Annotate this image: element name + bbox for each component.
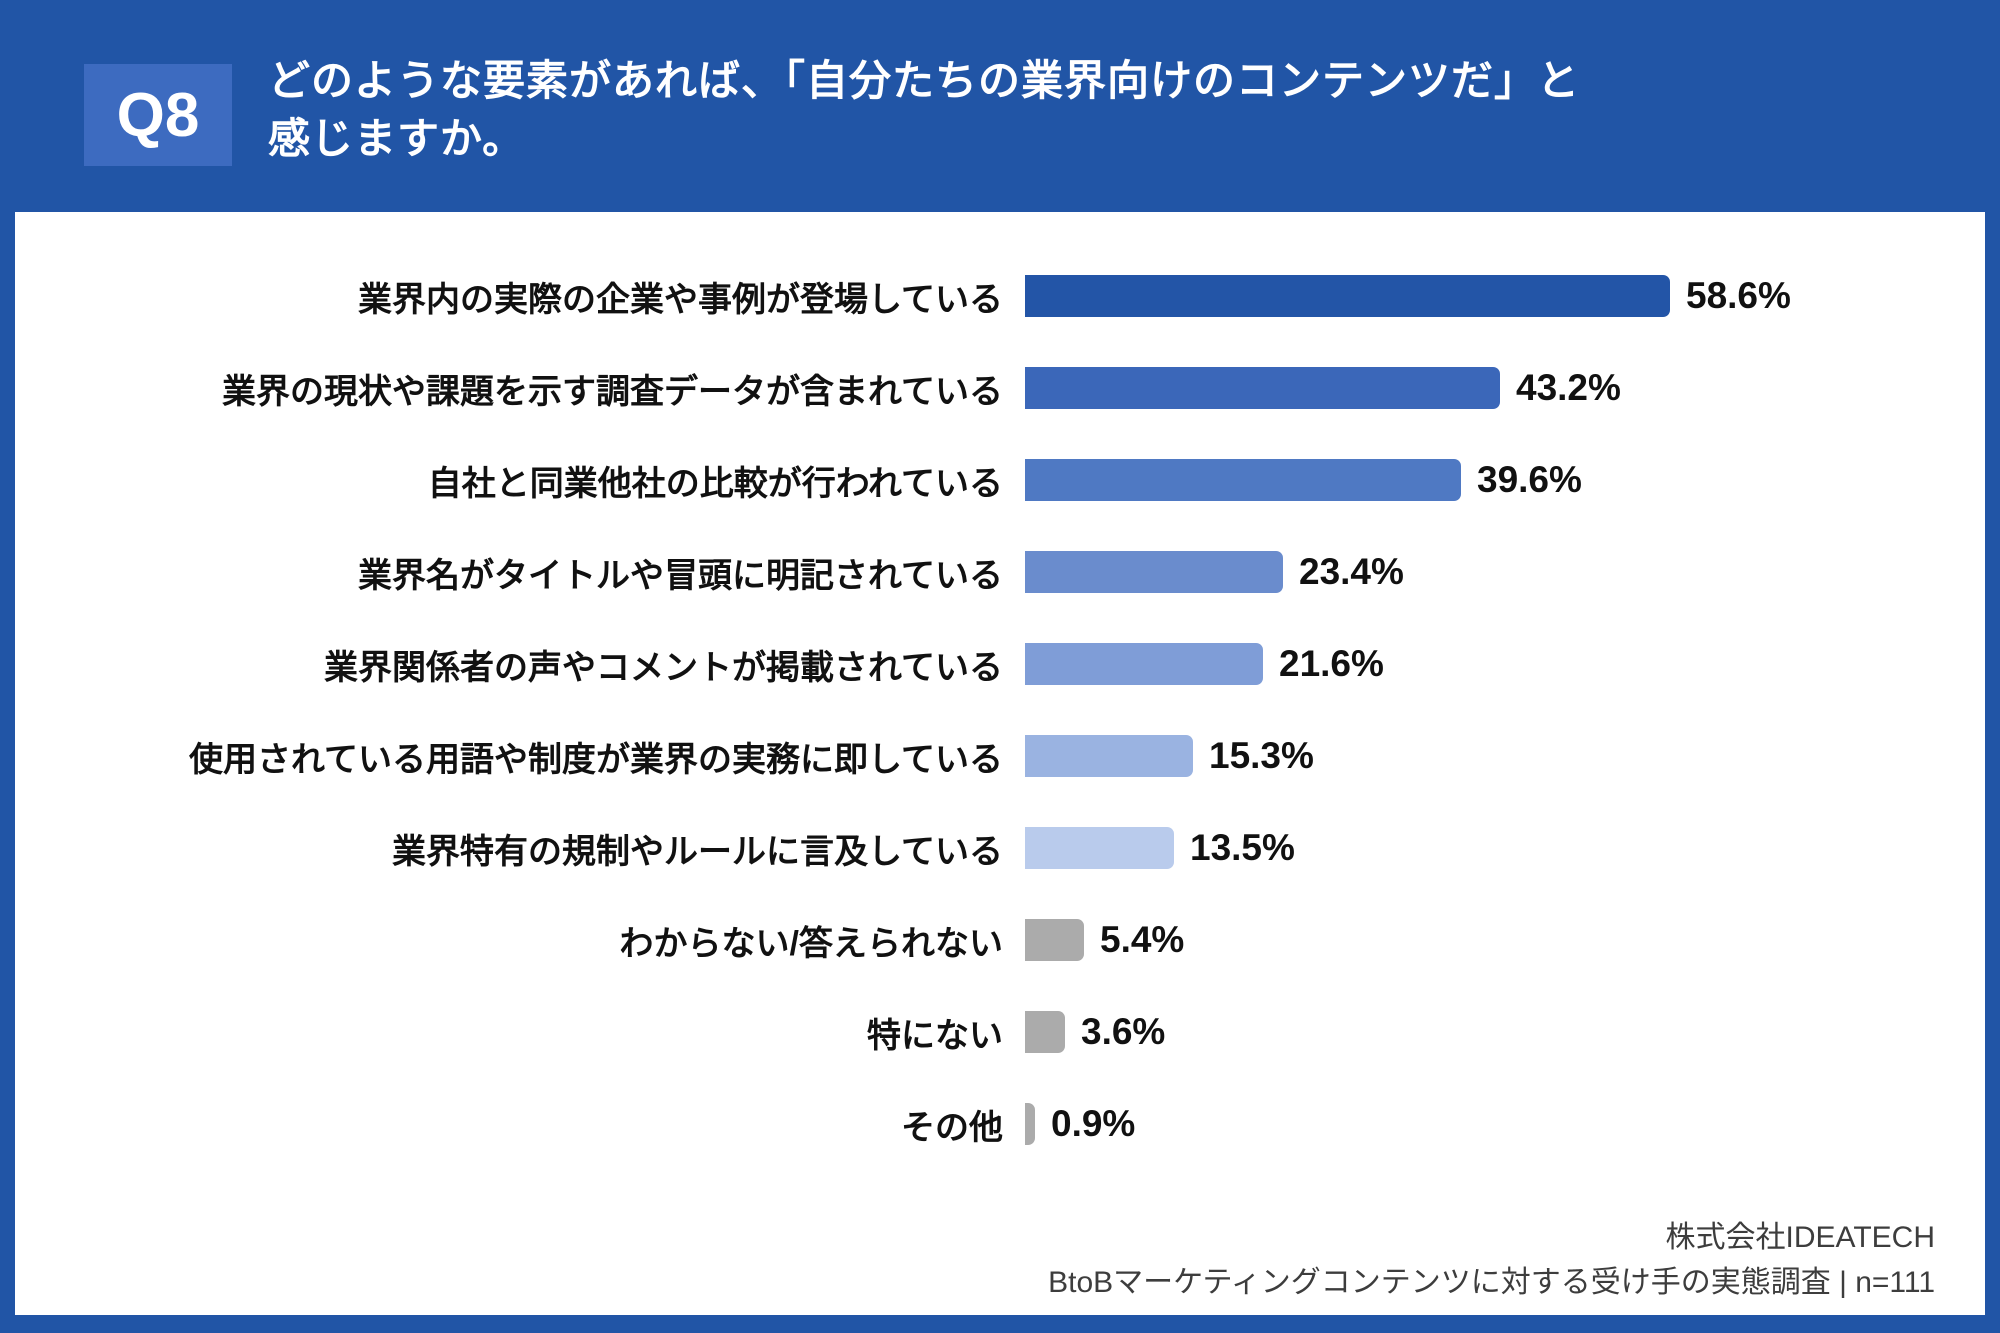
- bar-chart: 業界内の実際の企業や事例が登場している 58.6% 業界の現状や課題を示す調査デ…: [15, 250, 1985, 1170]
- bar: [1025, 551, 1283, 593]
- bar-track: 0.9%: [1003, 1103, 1985, 1145]
- chart-row: わからない/答えられない 5.4%: [15, 894, 1985, 986]
- category-label: 特にない: [867, 1016, 1003, 1055]
- chart-row: 使用されている用語や制度が業界の実務に即している 15.3%: [15, 710, 1985, 802]
- bar: [1025, 275, 1670, 317]
- question-title: どのような要素があれば、「自分たちの業界向けのコンテンツだ」と 感じますか。: [268, 52, 1580, 167]
- bar-track: 13.5%: [1003, 827, 1985, 869]
- value-label: 58.6%: [1686, 275, 1791, 316]
- category-label: 業界特有の規制やルールに言及している: [392, 832, 1003, 871]
- category-label: 使用されている用語や制度が業界の実務に即している: [189, 740, 1003, 779]
- value-label: 23.4%: [1299, 551, 1404, 592]
- header-band: Q8 どのような要素があれば、「自分たちの業界向けのコンテンツだ」と 感じますか…: [0, 0, 2000, 212]
- category-label: わからない/答えられない: [619, 924, 1003, 963]
- chart-row: 業界特有の規制やルールに言及している 13.5%: [15, 802, 1985, 894]
- category-label: 業界名がタイトルや冒頭に明記されている: [358, 556, 1003, 595]
- question-title-line-1: どのような要素があれば、「自分たちの業界向けのコンテンツだ」と: [268, 57, 1581, 104]
- category-label: 業界内の実際の企業や事例が登場している: [358, 280, 1003, 319]
- question-number-badge: Q8: [84, 64, 232, 166]
- value-label: 13.5%: [1190, 827, 1295, 868]
- bar-track: 21.6%: [1003, 643, 1985, 685]
- question-number: Q8: [116, 80, 200, 150]
- category-label: 自社と同業他社の比較が行われている: [427, 464, 1003, 503]
- question-title-line-2: 感じますか。: [268, 114, 526, 162]
- category-label: 業界関係者の声やコメントが掲載されている: [324, 648, 1003, 687]
- bar-track: 43.2%: [1003, 367, 1985, 409]
- bar: [1025, 1011, 1065, 1053]
- category-label: その他: [901, 1108, 1003, 1147]
- bar-track: 39.6%: [1003, 459, 1985, 501]
- source-attribution: 株式会社IDEATECH BtoBマーケティングコンテンツに対する受け手の実態調…: [1048, 1215, 1935, 1305]
- bar: [1025, 1103, 1035, 1145]
- bar: [1025, 735, 1193, 777]
- category-label: 業界の現状や課題を示す調査データが含まれている: [222, 372, 1003, 411]
- bar-track: 5.4%: [1003, 919, 1985, 961]
- bar: [1025, 643, 1263, 685]
- chart-row: 業界内の実際の企業や事例が登場している 58.6%: [15, 250, 1985, 342]
- chart-row: 特にない 3.6%: [15, 986, 1985, 1078]
- bar: [1025, 367, 1500, 409]
- value-label: 0.9%: [1051, 1103, 1136, 1144]
- value-label: 21.6%: [1279, 643, 1384, 684]
- bar-track: 23.4%: [1003, 551, 1985, 593]
- chart-row: 業界関係者の声やコメントが掲載されている 21.6%: [15, 618, 1985, 710]
- bar-track: 58.6%: [1003, 275, 1985, 317]
- value-label: 43.2%: [1516, 367, 1621, 408]
- bar-track: 15.3%: [1003, 735, 1985, 777]
- company-name: 株式会社IDEATECH: [1665, 1221, 1935, 1254]
- survey-name: BtoBマーケティングコンテンツに対する受け手の実態調査 | n=111: [1048, 1266, 1935, 1299]
- chart-row: その他 0.9%: [15, 1078, 1985, 1170]
- value-label: 15.3%: [1209, 735, 1314, 776]
- chart-row: 業界の現状や課題を示す調査データが含まれている 43.2%: [15, 342, 1985, 434]
- value-label: 39.6%: [1477, 459, 1582, 500]
- value-label: 3.6%: [1081, 1011, 1166, 1052]
- bar: [1025, 919, 1084, 961]
- bar-track: 3.6%: [1003, 1011, 1985, 1053]
- bar: [1025, 827, 1174, 869]
- chart-row: 業界名がタイトルや冒頭に明記されている 23.4%: [15, 526, 1985, 618]
- bar: [1025, 459, 1461, 501]
- chart-row: 自社と同業他社の比較が行われている 39.6%: [15, 434, 1985, 526]
- chart-panel: 業界内の実際の企業や事例が登場している 58.6% 業界の現状や課題を示す調査デ…: [15, 212, 1985, 1315]
- value-label: 5.4%: [1100, 919, 1185, 960]
